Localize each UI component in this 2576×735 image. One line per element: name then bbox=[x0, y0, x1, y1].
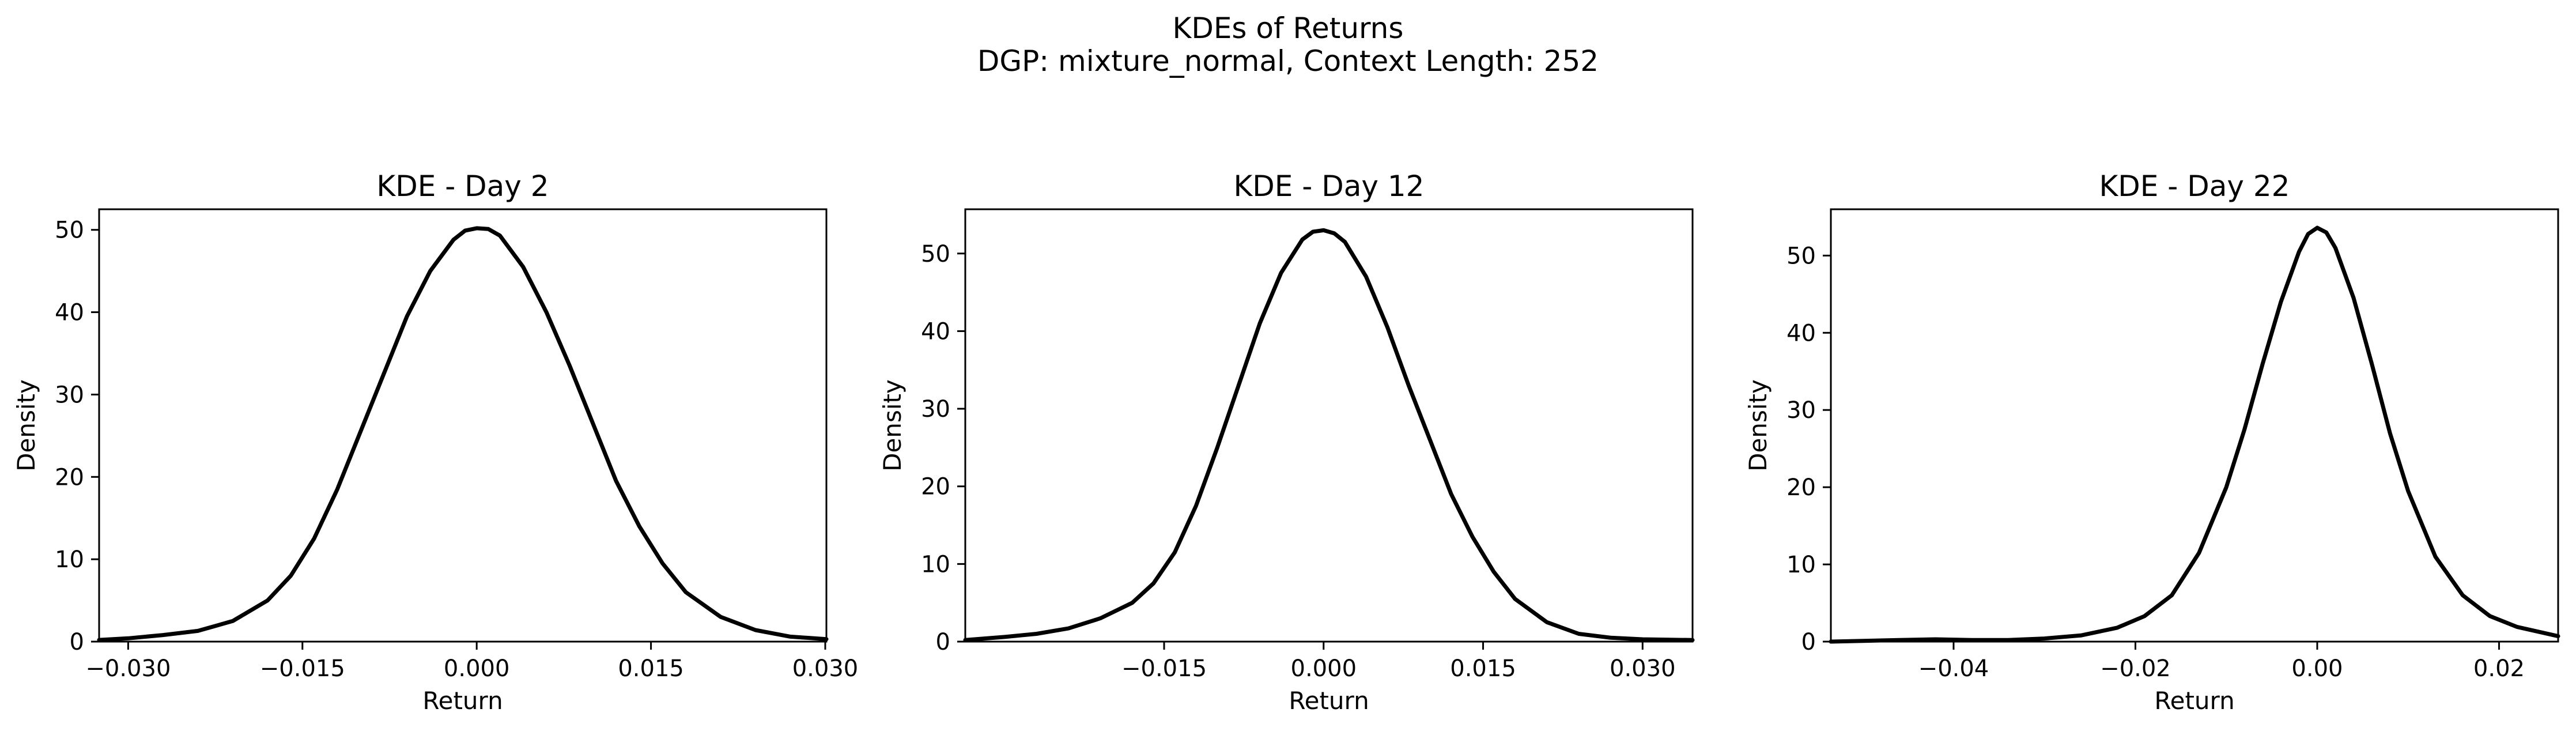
plot-frame bbox=[1830, 208, 2559, 643]
y-tick-label: 50 bbox=[55, 217, 84, 244]
y-tick-label: 50 bbox=[921, 241, 950, 267]
kde-panel-day-22: −0.04 −0.02 0.00 0.02 0 10 20 30 40 50 KDE - Day 2… bbox=[1744, 169, 2560, 715]
y-tick-label: 20 bbox=[921, 474, 950, 500]
x-tick-label: 0.015 bbox=[618, 655, 684, 682]
y-tick-label: 0 bbox=[1801, 629, 1816, 655]
y-tick-label: 20 bbox=[1786, 474, 1816, 501]
y-tick-label: 30 bbox=[921, 396, 950, 423]
y-tick-label: 40 bbox=[55, 300, 84, 326]
kde-curve bbox=[963, 228, 1695, 642]
x-tick-label: 0.015 bbox=[1450, 655, 1516, 682]
plot-frame bbox=[98, 208, 828, 643]
x-tick-label: −0.04 bbox=[1918, 655, 1989, 682]
x-tick-label: −0.015 bbox=[1121, 655, 1207, 682]
panel-title: KDE - Day 2 bbox=[376, 169, 549, 203]
x-tick-label: 0.000 bbox=[1291, 655, 1357, 682]
figure-suptitle-line2: DGP: mixture_normal, Context Length: 252 bbox=[977, 44, 1599, 78]
x-tick-label: 0.000 bbox=[444, 655, 510, 682]
y-tick-label: 20 bbox=[55, 464, 84, 491]
x-tick-label: −0.030 bbox=[85, 655, 171, 682]
y-tick-label: 40 bbox=[921, 318, 950, 345]
y-tick-label: 40 bbox=[1786, 320, 1816, 346]
panel-title: KDE - Day 12 bbox=[1234, 169, 1425, 203]
y-tick-label: 30 bbox=[1786, 397, 1816, 424]
y-tick-label: 10 bbox=[1786, 552, 1816, 578]
y-tick-label: 10 bbox=[921, 551, 950, 578]
x-axis-label: Return bbox=[2154, 687, 2234, 715]
y-axis-label: Density bbox=[12, 379, 40, 472]
y-tick-label: 10 bbox=[55, 546, 84, 573]
figure-suptitle-line1: KDEs of Returns bbox=[1173, 12, 1404, 45]
y-axis-label: Density bbox=[1744, 379, 1772, 472]
x-tick-label: −0.015 bbox=[260, 655, 345, 682]
y-tick-label: 0 bbox=[936, 629, 950, 655]
x-axis-label: Return bbox=[1289, 687, 1369, 715]
panel-title: KDE - Day 22 bbox=[2099, 169, 2290, 203]
x-tick-label: 0.030 bbox=[792, 655, 859, 682]
y-tick-label: 30 bbox=[55, 382, 84, 408]
y-tick-label: 50 bbox=[1786, 243, 1816, 269]
x-axis-label: Return bbox=[422, 687, 503, 715]
plot-frame bbox=[964, 208, 1694, 643]
x-tick-label: 0.00 bbox=[2291, 655, 2343, 682]
kde-curve bbox=[1829, 225, 2560, 644]
y-axis-label: Density bbox=[878, 379, 906, 472]
x-tick-label: 0.030 bbox=[1610, 655, 1676, 682]
kde-curve bbox=[97, 226, 829, 642]
kde-panel-day-2: −0.030 −0.015 0.000 0.015 0.030 0 10 20 30 40 50 KD… bbox=[12, 169, 858, 715]
x-tick-label: −0.02 bbox=[2100, 655, 2171, 682]
kde-panel-day-12: −0.015 0.000 0.015 0.030 0 10 20 30 40 50 KDE - Da… bbox=[878, 169, 1695, 715]
x-tick-label: 0.02 bbox=[2473, 655, 2525, 682]
y-tick-label: 0 bbox=[70, 629, 84, 655]
